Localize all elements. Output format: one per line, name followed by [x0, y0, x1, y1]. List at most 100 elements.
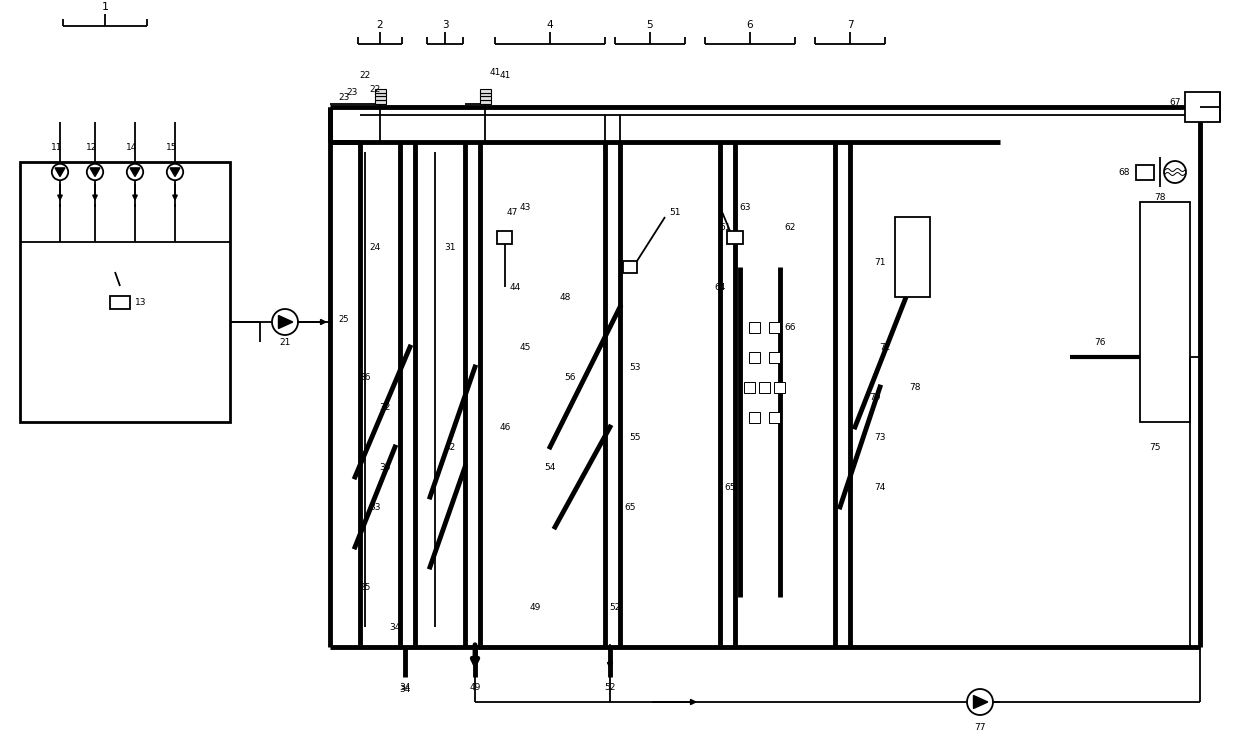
Text: 47: 47: [506, 208, 517, 217]
Circle shape: [126, 164, 143, 180]
Polygon shape: [973, 695, 988, 709]
Bar: [480, 100, 491, 104]
Bar: [727, 231, 743, 243]
Bar: [770, 321, 780, 332]
Text: 77: 77: [975, 723, 986, 732]
Text: 1: 1: [102, 2, 109, 12]
Bar: [20, 162, 229, 422]
Polygon shape: [130, 168, 140, 177]
Bar: [759, 381, 770, 393]
Text: 67: 67: [1169, 97, 1180, 107]
Text: 33: 33: [370, 502, 381, 511]
Text: 3: 3: [441, 20, 449, 30]
Text: 21: 21: [279, 338, 290, 347]
Text: 49: 49: [469, 683, 481, 692]
Bar: [480, 96, 491, 100]
Bar: [749, 352, 760, 363]
Text: 56: 56: [564, 372, 575, 381]
Text: 48: 48: [559, 292, 570, 301]
Bar: [374, 96, 386, 100]
Text: 72: 72: [879, 343, 890, 352]
Bar: [895, 217, 930, 297]
Text: 23: 23: [339, 93, 350, 102]
Bar: [110, 295, 130, 309]
Circle shape: [967, 689, 993, 715]
Text: 55: 55: [629, 433, 641, 441]
Polygon shape: [170, 168, 180, 177]
Text: 35: 35: [379, 462, 391, 471]
Text: 11: 11: [51, 142, 63, 151]
Text: 62: 62: [785, 223, 796, 232]
Text: 6: 6: [746, 20, 754, 30]
Bar: [480, 93, 491, 96]
Text: 54: 54: [544, 462, 556, 471]
Bar: [480, 89, 491, 93]
Text: 78: 78: [1154, 192, 1166, 202]
Text: 74: 74: [874, 482, 885, 491]
Text: 66: 66: [784, 323, 796, 332]
Circle shape: [87, 164, 103, 180]
Text: 76: 76: [1094, 338, 1106, 347]
Text: 61: 61: [719, 223, 730, 232]
Text: 65: 65: [724, 482, 735, 491]
Text: 42: 42: [444, 442, 455, 451]
Text: 5: 5: [647, 20, 653, 30]
Polygon shape: [55, 168, 64, 177]
Text: 13: 13: [135, 298, 146, 306]
Text: 53: 53: [629, 363, 641, 372]
Text: 41: 41: [500, 70, 511, 79]
Circle shape: [1164, 161, 1185, 183]
Bar: [770, 352, 780, 363]
Bar: [744, 381, 755, 393]
Text: 78: 78: [909, 382, 921, 392]
Text: 65: 65: [624, 502, 636, 511]
Text: 23: 23: [346, 88, 357, 96]
Text: 52: 52: [604, 683, 616, 692]
Text: 34: 34: [399, 685, 410, 694]
Text: 22: 22: [370, 85, 381, 93]
Text: 71: 71: [874, 257, 885, 266]
Text: 79: 79: [869, 393, 880, 401]
Text: 24: 24: [370, 243, 381, 252]
Text: 15: 15: [166, 142, 177, 151]
Bar: [775, 381, 785, 393]
Text: 2: 2: [377, 20, 383, 30]
Bar: [374, 89, 386, 93]
Bar: [1136, 165, 1154, 180]
Text: 34: 34: [399, 683, 410, 692]
Text: 14: 14: [126, 142, 138, 151]
Circle shape: [52, 164, 68, 180]
Bar: [374, 100, 386, 104]
Text: 25: 25: [360, 582, 371, 591]
Text: 41: 41: [490, 68, 501, 76]
Text: 64: 64: [714, 283, 725, 292]
Text: 25: 25: [339, 315, 348, 324]
Bar: [749, 412, 760, 422]
Polygon shape: [91, 168, 100, 177]
Text: 7: 7: [847, 20, 853, 30]
Text: 36: 36: [360, 372, 371, 381]
Text: 44: 44: [510, 283, 521, 292]
Text: 31: 31: [444, 243, 456, 252]
Text: 22: 22: [360, 70, 371, 79]
Text: 73: 73: [874, 433, 885, 441]
Text: 45: 45: [520, 343, 531, 352]
Text: 43: 43: [520, 203, 531, 211]
Text: 63: 63: [739, 203, 750, 211]
Text: 49: 49: [529, 603, 541, 611]
Text: 4: 4: [547, 20, 553, 30]
Bar: [1185, 92, 1220, 122]
Circle shape: [167, 164, 184, 180]
Text: 68: 68: [1118, 168, 1130, 177]
Text: 52: 52: [609, 603, 621, 611]
Text: 34: 34: [389, 623, 401, 631]
Text: 12: 12: [87, 142, 98, 151]
Bar: [374, 93, 386, 96]
Circle shape: [272, 309, 298, 335]
Bar: [770, 412, 780, 422]
Text: 32: 32: [379, 402, 391, 412]
Text: 46: 46: [500, 422, 511, 432]
Text: 75: 75: [1149, 442, 1161, 451]
Polygon shape: [279, 315, 293, 329]
Bar: [622, 261, 637, 273]
